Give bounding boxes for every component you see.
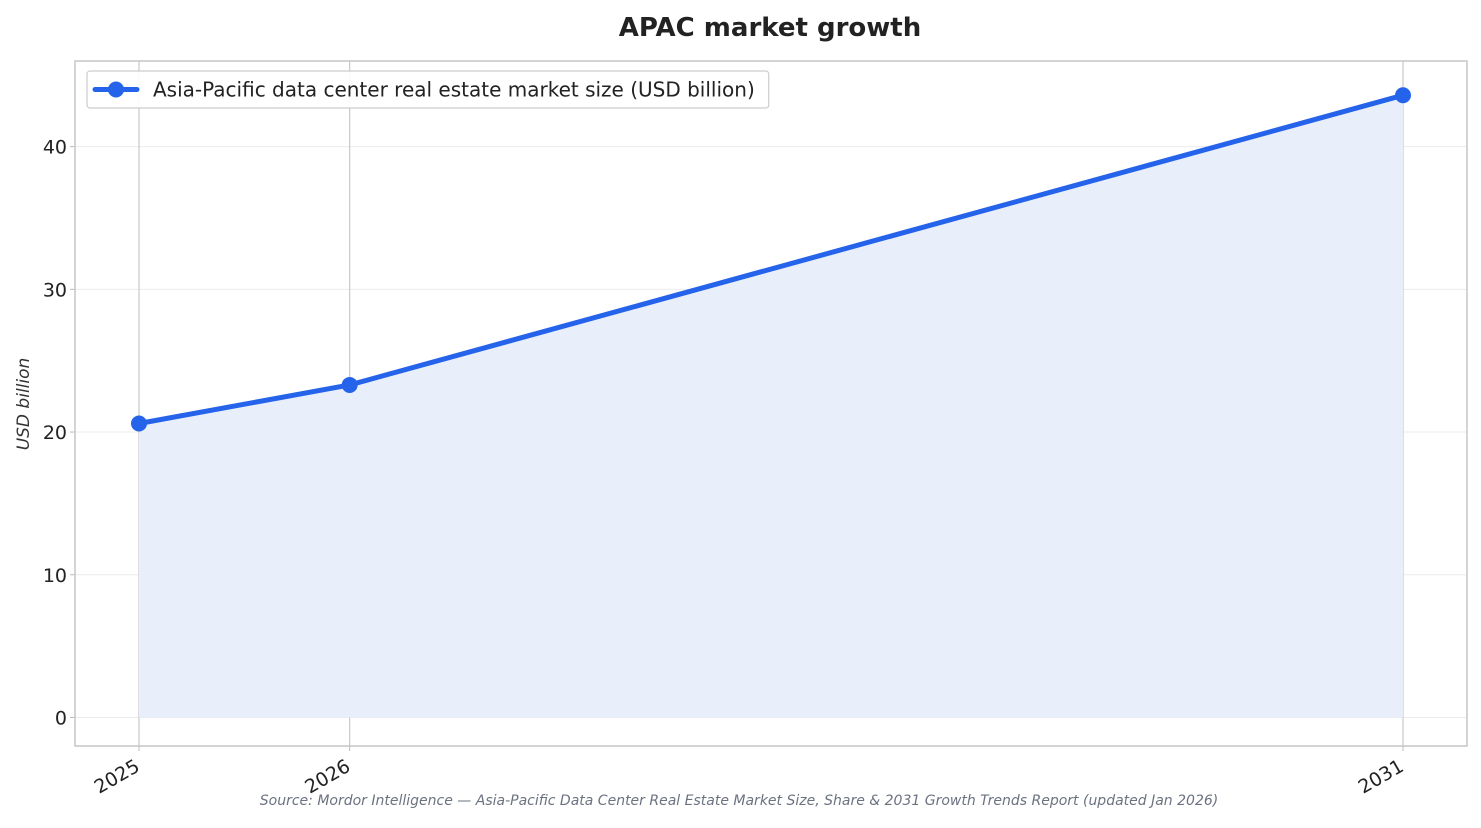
y-axis-label: USD billion bbox=[14, 358, 34, 451]
source-note: Source: Mordor Intelligence — Asia-Pacif… bbox=[260, 793, 1218, 809]
y-tick-label: 0 bbox=[55, 707, 67, 729]
y-tick-label: 30 bbox=[43, 279, 67, 301]
series-area-fill bbox=[139, 95, 1403, 718]
series-layer bbox=[131, 87, 1411, 432]
area-layer bbox=[139, 95, 1403, 718]
x-tick-label: 2031 bbox=[1355, 755, 1408, 798]
y-tick-label: 40 bbox=[43, 137, 67, 159]
chart-title: APAC market growth bbox=[619, 13, 921, 43]
y-tick-label: 20 bbox=[43, 422, 67, 444]
legend: Asia-Pacific data center real estate mar… bbox=[86, 70, 770, 109]
legend-label: Asia-Pacific data center real estate mar… bbox=[153, 78, 755, 102]
data-point bbox=[341, 376, 358, 393]
data-point bbox=[1395, 87, 1411, 104]
plot-frame bbox=[74, 60, 1468, 747]
data-point bbox=[131, 415, 147, 432]
x-tick-label: 2025 bbox=[91, 755, 144, 798]
legend-marker bbox=[108, 81, 124, 98]
legend-box bbox=[86, 70, 770, 109]
y-tick-label: 10 bbox=[43, 565, 67, 587]
